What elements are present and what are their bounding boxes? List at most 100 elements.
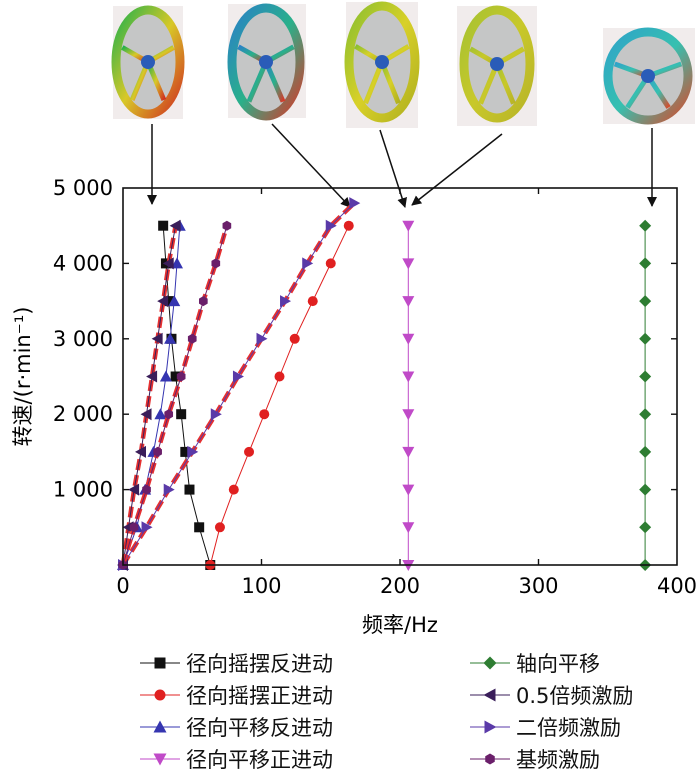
data-point <box>141 521 153 534</box>
mode-arrows <box>147 123 657 208</box>
legend-item: 径向平移反进动 <box>140 712 333 742</box>
legend: 径向摇摆反进动 径向摇摆正进动 径向平移反进动 径向平移正进动 轴向平移 0.5倍频激励二… <box>140 648 680 776</box>
y-tick-label: 1 000 <box>53 478 113 502</box>
data-point <box>402 333 415 345</box>
y-tick-label: 3 000 <box>53 327 113 351</box>
legend-item: 二倍频激励 <box>470 712 621 742</box>
legend-label: 径向平移反进动 <box>186 716 333 740</box>
data-point <box>129 522 139 533</box>
legend-swatch <box>470 753 510 765</box>
legend-item: 径向摇摆反进动 <box>140 648 333 678</box>
axis-layer: 0 100 200 300 400 1 000 2 000 3 000 4 000 5 000 <box>53 176 697 598</box>
data-point <box>402 371 415 383</box>
legend-label: 0.5倍频激励 <box>516 684 634 708</box>
data-point <box>244 446 255 457</box>
series-layer <box>117 197 652 571</box>
data-point <box>402 522 415 534</box>
data-point <box>170 371 181 382</box>
legend-label: 基频激励 <box>516 748 600 772</box>
y-tick-label: 2 000 <box>53 402 113 426</box>
mode-shape-images <box>111 1 695 128</box>
data-point <box>325 258 336 269</box>
data-point <box>194 522 205 533</box>
mode-2-image <box>227 3 306 121</box>
data-point <box>169 219 181 232</box>
data-point <box>153 446 162 457</box>
data-point <box>280 295 292 308</box>
data-point <box>402 446 415 458</box>
pointer-arrow <box>379 129 407 208</box>
data-point <box>639 521 652 534</box>
data-point <box>639 370 652 383</box>
data-point <box>171 257 184 269</box>
data-point <box>302 257 314 270</box>
data-point <box>157 295 169 308</box>
x-tick-label: 300 <box>518 574 558 598</box>
x-tick-label: 100 <box>241 574 281 598</box>
data-point <box>159 370 172 382</box>
mode-5-image <box>603 27 695 125</box>
legend-label: 径向摇摆正进动 <box>186 684 333 708</box>
series-4 <box>402 220 415 571</box>
data-point <box>639 257 652 270</box>
data-point <box>307 296 318 307</box>
data-point <box>639 483 652 496</box>
x-tick-label: 200 <box>380 574 420 598</box>
data-point <box>402 296 415 308</box>
data-point <box>128 483 140 496</box>
data-point <box>228 484 239 495</box>
legend-label: 轴向平移 <box>516 652 600 676</box>
series-5 <box>639 219 652 571</box>
data-point <box>176 409 187 420</box>
data-point <box>402 409 415 421</box>
data-point <box>289 333 300 344</box>
data-point <box>639 332 652 345</box>
data-point <box>214 522 225 533</box>
x-tick-label: 400 <box>657 574 697 598</box>
data-point <box>402 258 415 270</box>
data-point <box>187 333 197 344</box>
data-point <box>162 257 174 270</box>
legend-swatch <box>140 753 180 766</box>
data-point <box>158 220 169 231</box>
data-point <box>168 295 181 307</box>
legend-label: 二倍频激励 <box>516 716 621 740</box>
series-6 <box>117 219 181 571</box>
series-line <box>122 225 228 566</box>
data-point <box>259 409 270 420</box>
series-line <box>122 225 177 566</box>
legend-swatch <box>470 656 510 670</box>
data-point <box>274 371 285 382</box>
legend-label: 径向平移正进动 <box>186 748 333 772</box>
mode-4-image <box>457 5 537 126</box>
data-point <box>639 445 652 458</box>
legend-swatch <box>140 689 180 701</box>
legend-swatch <box>140 720 180 733</box>
data-point <box>135 445 147 458</box>
legend-item: 径向平移正进动 <box>140 744 333 774</box>
data-point <box>639 219 652 232</box>
plot-frame <box>122 187 678 566</box>
mode-1-image <box>111 5 185 119</box>
data-point <box>222 220 232 231</box>
legend-swatch <box>470 688 510 702</box>
data-point <box>187 445 199 458</box>
pointer-arrow <box>411 133 503 206</box>
data-point <box>146 370 158 383</box>
series-line <box>121 201 356 567</box>
data-point <box>402 484 415 496</box>
legend-item: 轴向平移 <box>470 648 600 678</box>
pointer-arrow <box>271 123 351 208</box>
series-line <box>122 225 181 566</box>
data-point <box>151 332 163 345</box>
series-7 <box>118 197 361 571</box>
x-tick-label: 0 <box>116 574 129 598</box>
data-point <box>639 295 652 308</box>
mode-3-image <box>344 1 420 128</box>
data-point <box>164 409 174 420</box>
legend-label: 径向摇摆反进动 <box>186 652 333 676</box>
y-tick-label: 4 000 <box>53 251 113 275</box>
data-point <box>163 296 174 307</box>
data-point <box>198 296 208 307</box>
series-line <box>162 225 211 566</box>
